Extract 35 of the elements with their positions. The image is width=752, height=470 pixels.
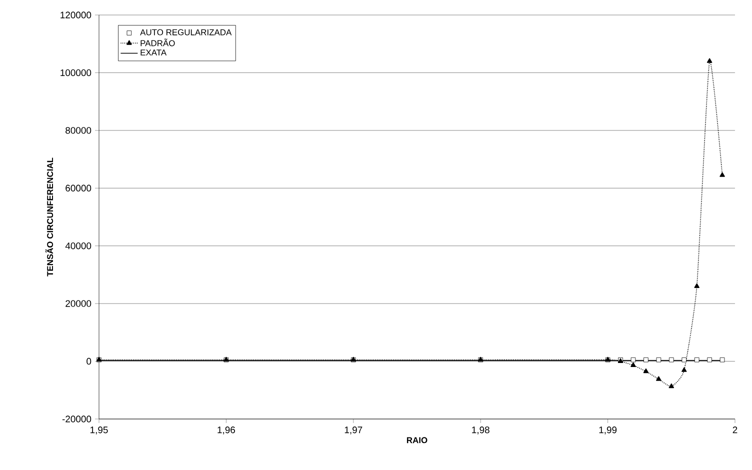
x-tick-label: 1,99 [599, 426, 617, 434]
point [720, 357, 725, 362]
x-tick-label: 1,95 [90, 426, 108, 434]
x-tick-label: 1,96 [218, 426, 235, 434]
legend-label: PADRÃO [140, 38, 175, 46]
point [707, 357, 712, 362]
point [681, 367, 687, 372]
y-tick-label: 100000 [60, 69, 92, 76]
y-tick-label: 40000 [65, 242, 92, 250]
point [694, 283, 700, 288]
point [643, 368, 649, 374]
point [644, 357, 648, 362]
point [656, 357, 662, 362]
point [668, 383, 674, 388]
legend-label: EXATA [140, 50, 167, 56]
y-tick-label: -20000 [62, 416, 92, 422]
point [682, 357, 687, 362]
y-tick-label: 20000 [66, 300, 92, 307]
y-axis-title: TENSÃO CIRCUNFERENCIAL [45, 158, 54, 276]
y-tick-label: 60000 [66, 184, 92, 192]
x-tick-label: 1,98 [472, 426, 490, 434]
y-tick-label: 0 [86, 358, 92, 365]
x-tick-label: 1,97 [344, 426, 362, 434]
x-axis-title: RAIO [406, 437, 428, 444]
point [706, 58, 712, 63]
point [669, 357, 674, 362]
point [630, 357, 636, 362]
y-tick-label: 120000 [60, 12, 92, 18]
point [694, 357, 700, 362]
point [656, 376, 662, 381]
y-tick-label: 80000 [66, 127, 92, 134]
x-tick-label: 2 [732, 426, 738, 434]
point [720, 172, 725, 177]
point [630, 362, 636, 368]
legend-label: AUTO REGULARIZADA [140, 29, 232, 36]
